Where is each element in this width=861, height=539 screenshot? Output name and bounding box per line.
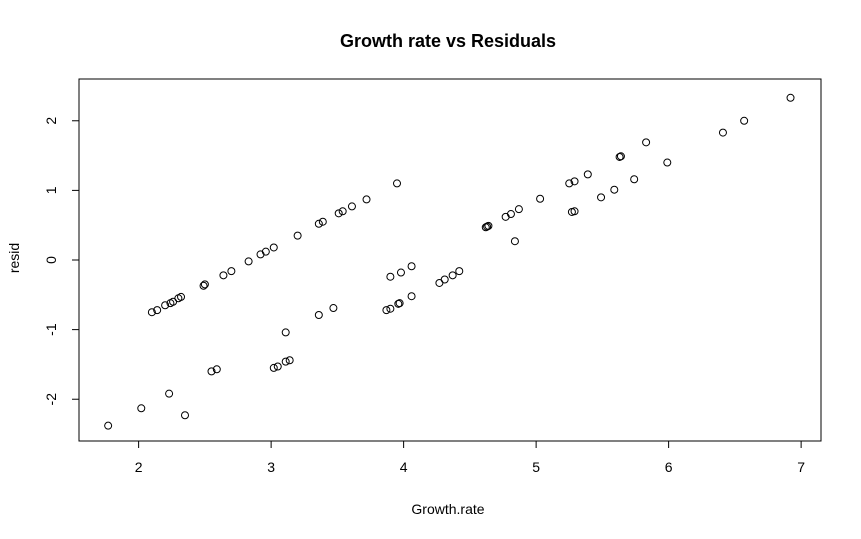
data-point [510,237,519,246]
data-point [642,138,651,147]
data-point [338,207,347,216]
data-point [407,292,416,301]
data-point [395,299,404,308]
data-point [273,362,282,371]
data-point [514,205,523,214]
data-point [786,93,795,102]
data-point [455,267,464,276]
x-tick-label: 2 [135,459,143,475]
y-tick-label: 1 [43,186,59,194]
data-point [334,209,343,218]
data-point [597,193,606,202]
data-point [740,116,749,125]
x-tick-label: 3 [267,459,275,475]
data-point [269,363,278,372]
data-point [407,262,416,271]
data-point [281,328,290,337]
data-point [393,179,401,188]
y-tick-label: 2 [43,117,59,125]
data-point [663,158,672,167]
data-point [570,177,579,186]
x-tick-label: 5 [532,459,540,475]
data-point [536,194,545,203]
data-point [616,152,625,161]
data-point [207,367,216,376]
data-point [269,243,278,252]
data-point [615,152,624,161]
data-point [396,268,405,277]
data-point [318,217,327,226]
data-point [483,222,492,231]
data-point [506,210,515,219]
y-tick-label: -2 [43,393,59,406]
data-point [153,306,162,315]
x-axis: 2 3 4 5 6 7 [135,440,805,475]
data-point [394,299,403,308]
plot-frame [78,78,822,442]
data-point [181,411,189,420]
data-point [281,357,290,366]
data-point [583,170,592,179]
data-points [104,93,795,430]
data-point [362,195,371,204]
data-point [199,281,208,290]
data-point [386,272,395,281]
data-point [570,207,579,216]
data-point [484,221,493,230]
x-tick-label: 6 [665,459,673,475]
x-tick-label: 7 [797,459,805,475]
data-point [244,257,253,266]
data-point [347,202,356,211]
data-point [177,292,186,301]
data-point [610,185,619,194]
data-point [565,179,574,188]
data-point [212,365,221,374]
data-point [227,267,236,276]
data-point [329,304,338,313]
data-point [285,356,294,365]
data-point [448,271,457,280]
data-point [718,128,727,137]
data-point [219,271,228,280]
data-point [314,310,323,319]
data-point [161,301,170,310]
data-point [147,308,156,317]
y-axis: -2 -1 0 1 2 [43,117,80,406]
y-axis-label: resid [6,243,22,273]
data-point [314,219,323,228]
x-tick-label: 4 [400,459,408,475]
data-point [386,304,395,313]
y-tick-label: -1 [43,323,59,336]
y-tick-label: 0 [43,256,59,264]
data-point [165,389,174,398]
data-point [293,231,302,240]
chart-title: Growth rate vs Residuals [340,31,556,51]
data-point [630,175,639,184]
data-point [440,275,449,284]
data-point [382,306,391,315]
x-axis-label: Growth.rate [411,501,484,517]
data-point [104,421,113,430]
data-point [200,280,209,289]
data-point [137,404,146,413]
data-point [261,247,270,256]
